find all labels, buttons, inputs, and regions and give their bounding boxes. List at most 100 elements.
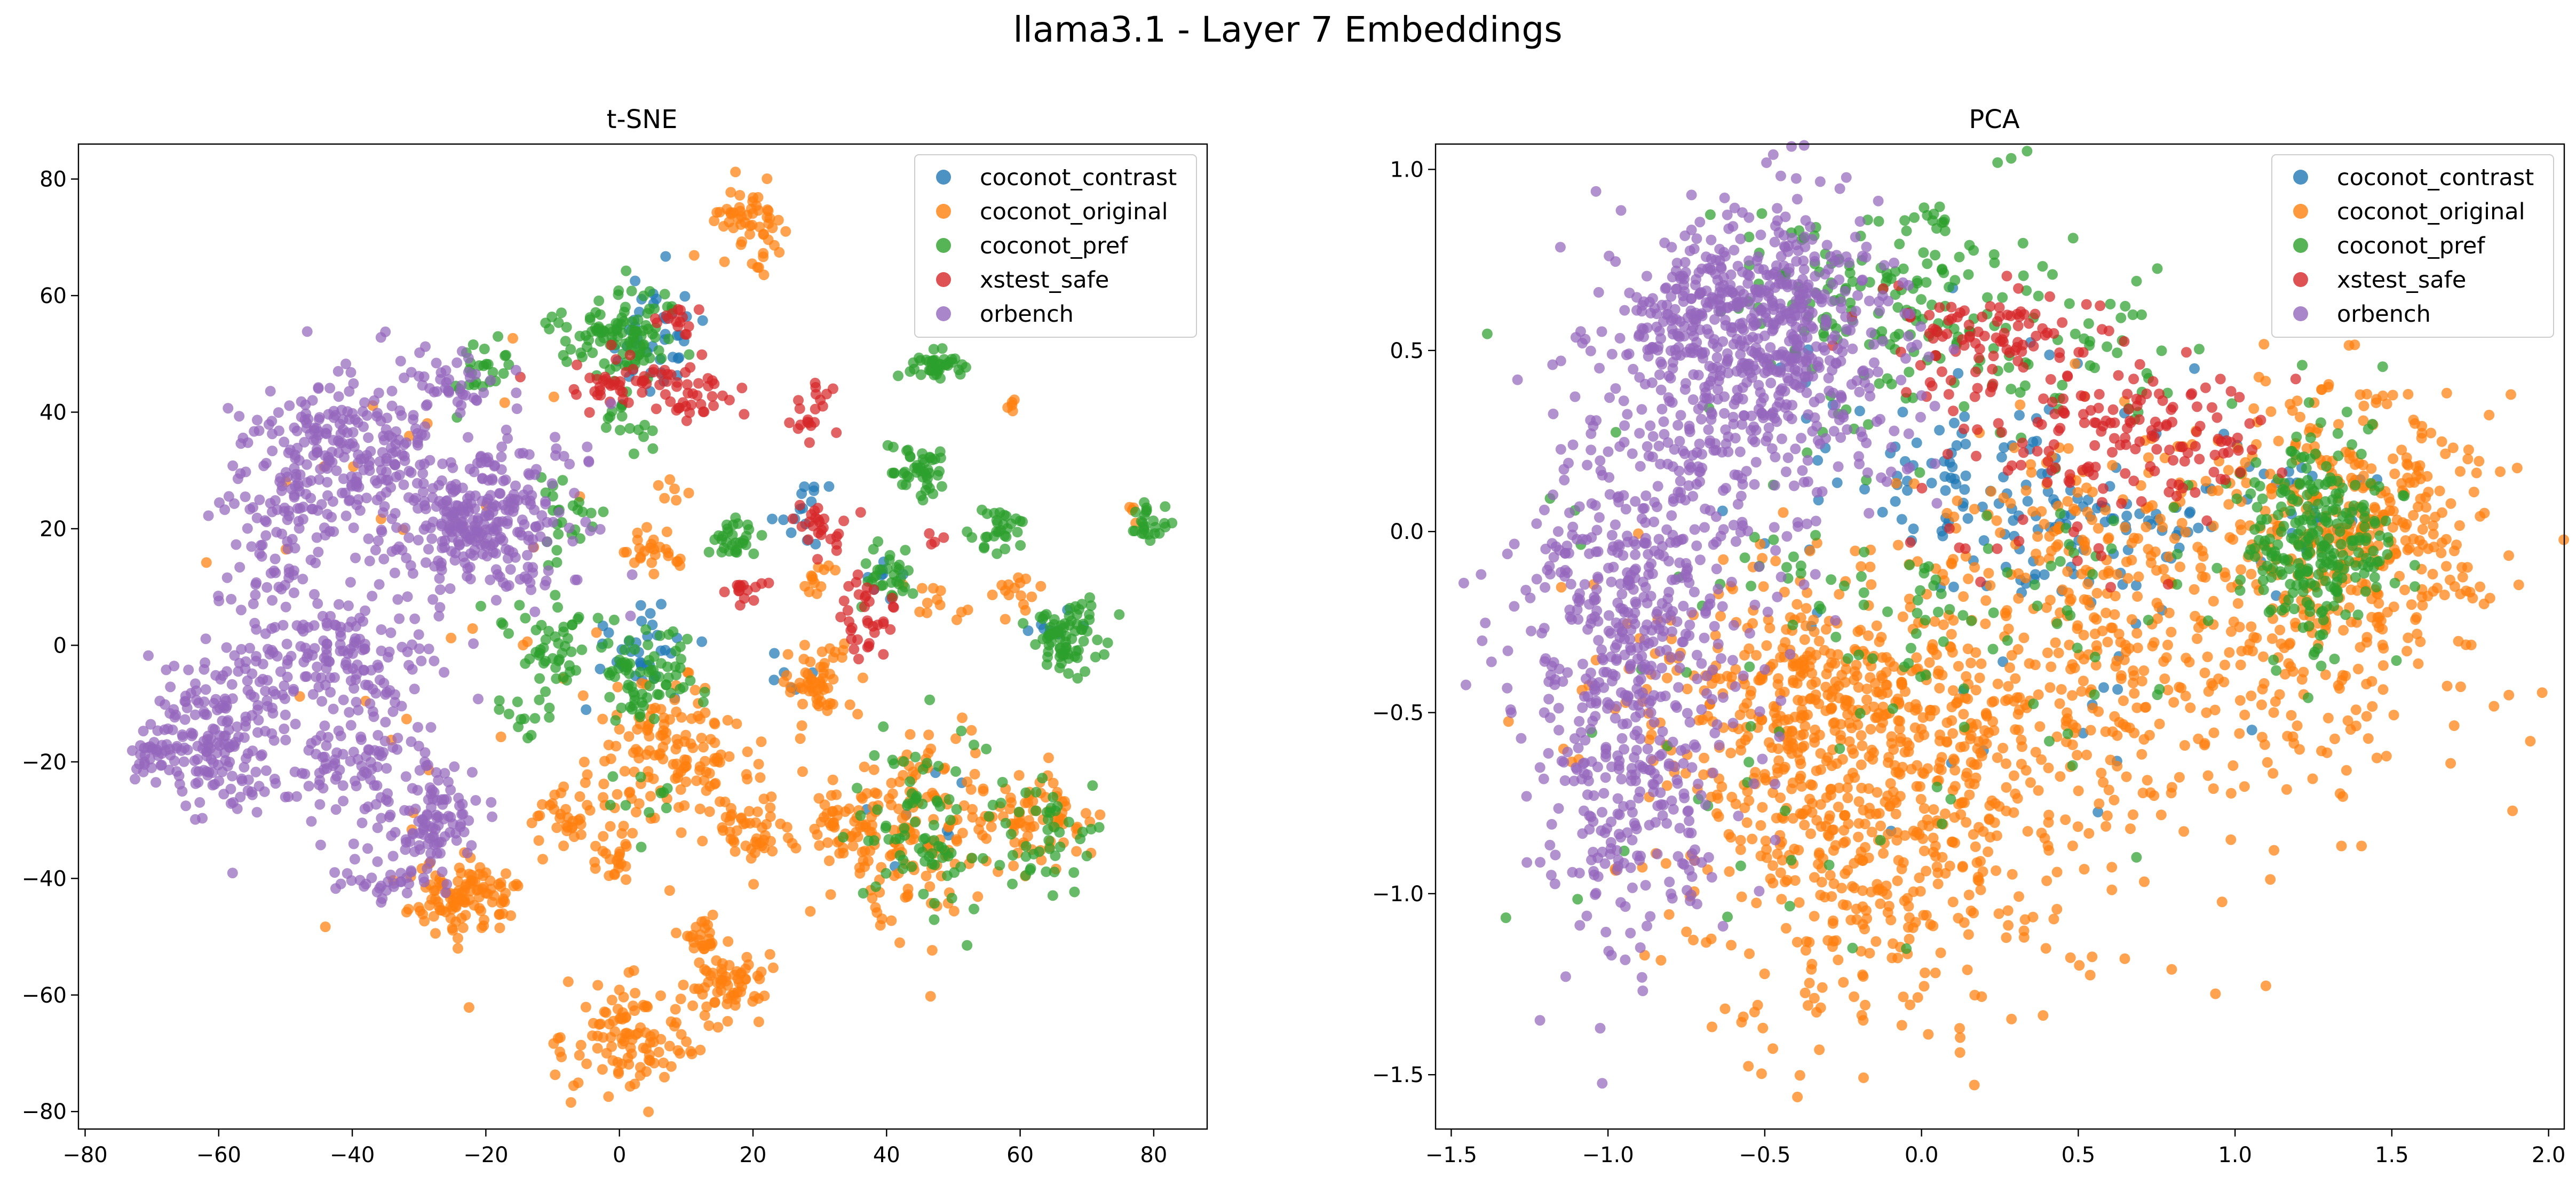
pca-point: [1903, 746, 1914, 757]
pca-point: [2022, 826, 2033, 837]
tsne-point: [553, 507, 565, 518]
tsne-point: [656, 353, 667, 364]
tsne-point: [1022, 831, 1033, 842]
tsne-point: [1037, 773, 1048, 784]
tsne-point: [421, 520, 432, 531]
pca-point: [1800, 987, 1811, 998]
tsne-point: [309, 589, 320, 600]
tsne-point: [262, 675, 273, 686]
tsne-point: [762, 173, 773, 184]
pca-point: [1954, 1023, 1965, 1034]
tsne-axes-frame: [77, 143, 1208, 1130]
tsne-point: [606, 398, 617, 409]
tsne-point: [759, 990, 770, 1002]
tsne-point: [418, 478, 429, 489]
pca-point: [2010, 673, 2021, 684]
tsne-point: [741, 951, 752, 963]
tsne-point: [512, 527, 523, 538]
tsne-point: [719, 256, 730, 267]
tsne-point: [969, 903, 979, 915]
pca-point: [1776, 894, 1787, 905]
pca-point: [1781, 875, 1793, 886]
tsne-point: [427, 483, 439, 494]
tsne-point: [190, 814, 201, 825]
tsne-point: [390, 689, 401, 700]
tsne-point: [1005, 792, 1016, 804]
tsne-point: [580, 516, 591, 528]
pca-point: [1863, 783, 1874, 794]
pca-point: [1715, 610, 1726, 622]
tsne-point: [886, 577, 897, 588]
pca-point: [1958, 591, 1969, 602]
tsne-point: [221, 717, 233, 728]
pca-point: [1713, 811, 1724, 822]
tsne-point: [439, 535, 450, 546]
tsne-point: [697, 315, 708, 326]
pca-point: [2067, 840, 2078, 852]
tsne-point: [920, 833, 931, 844]
tsne-y-tick-label: 60: [39, 284, 67, 308]
tsne-point: [805, 420, 817, 431]
tsne-point: [923, 729, 934, 741]
tsne-point: [321, 663, 332, 674]
pca-point: [1787, 725, 1797, 736]
tsne-point: [203, 767, 215, 778]
tsne-point: [413, 902, 424, 913]
tsne-point: [417, 468, 429, 479]
tsne-point: [723, 527, 734, 538]
tsne-point: [352, 754, 363, 765]
pca-point: [1934, 682, 1945, 694]
pca-point: [2105, 754, 2116, 766]
pca-point: [1804, 694, 1816, 704]
tsne-point: [652, 689, 663, 700]
tsne-point: [203, 510, 214, 521]
tsne-point: [855, 822, 866, 833]
pca-point: [1813, 698, 1825, 709]
tsne-point: [319, 720, 330, 732]
pca-point: [1891, 835, 1903, 846]
tsne-point: [536, 619, 547, 631]
tsne-point: [270, 495, 281, 506]
tsne-point: [312, 505, 323, 516]
tsne-point: [403, 904, 414, 915]
tsne-point: [717, 390, 728, 401]
tsne-point: [514, 600, 525, 611]
tsne-point: [413, 722, 423, 733]
tsne-point: [262, 701, 273, 712]
tsne-point: [227, 770, 238, 782]
tsne-point: [534, 673, 545, 684]
pca-point: [1962, 693, 1973, 704]
pca-point: [1920, 967, 1930, 979]
tsne-point: [165, 681, 176, 693]
tsne-point: [360, 605, 371, 616]
pca-point: [1958, 709, 1969, 720]
pca-point: [1979, 725, 1991, 736]
pca-point: [1876, 689, 1888, 700]
tsne-point: [755, 772, 766, 783]
tsne-point: [735, 581, 746, 592]
tsne-point: [792, 423, 804, 434]
tsne-point: [381, 453, 392, 464]
tsne-point: [1052, 801, 1063, 812]
tsne-point: [698, 742, 709, 753]
tsne-point: [478, 519, 489, 530]
tsne-point: [699, 406, 710, 417]
tsne-point: [614, 846, 625, 857]
pca-point: [1948, 753, 1959, 765]
tsne-point: [922, 598, 933, 609]
tsne-point: [1043, 630, 1055, 641]
tsne-point: [556, 307, 567, 319]
pca-point: [1962, 643, 1973, 654]
tsne-point: [512, 696, 523, 708]
pca-point: [2413, 658, 2424, 669]
pca-point: [1826, 760, 1837, 772]
tsne-point: [726, 802, 736, 814]
tsne-point: [977, 830, 988, 841]
pca-point: [1804, 661, 1815, 672]
tsne-point: [591, 374, 603, 385]
tsne-point: [342, 868, 353, 879]
tsne-point: [445, 483, 456, 494]
tsne-point: [502, 553, 513, 564]
tsne-point: [408, 414, 419, 425]
pca-point: [2043, 817, 2054, 828]
